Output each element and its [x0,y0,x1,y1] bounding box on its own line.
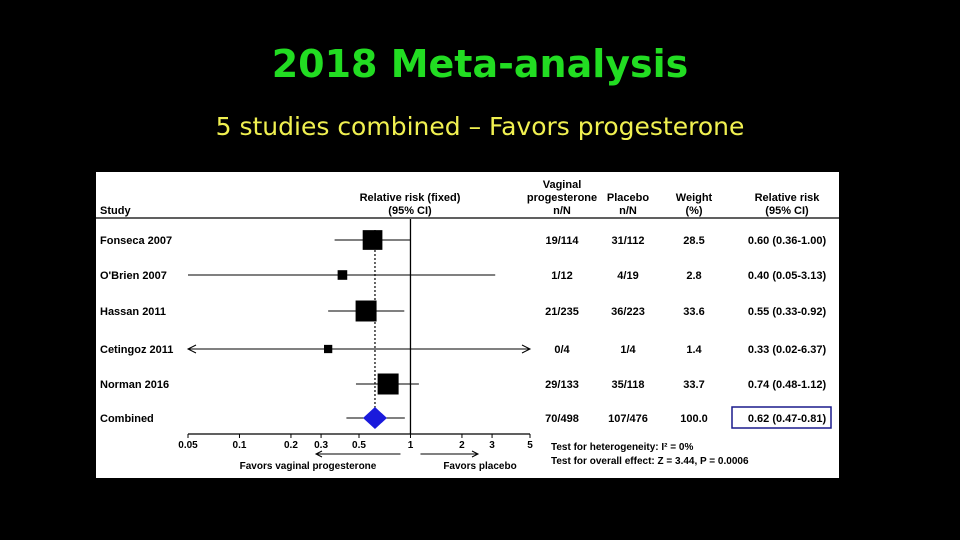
weight-value: 33.7 [683,379,704,391]
favors-vaginal-label: Favors vaginal progesterone [240,461,377,472]
combined-vaginal-count: 70/498 [545,413,579,425]
header-rr-plot: Relative risk (fixed) [360,192,461,204]
header-placebo-nn: n/N [619,205,637,217]
x-tick-label: 0.3 [314,440,328,451]
study-marker [377,373,399,395]
relative-risk-value: 0.40 (0.05-3.13) [748,270,827,282]
header-study: Study [100,205,131,217]
study-name: Cetingoz 2011 [100,344,173,356]
ci-arrow-left [186,344,197,354]
placebo-count: 36/223 [611,306,645,318]
x-tick-label: 5 [527,440,533,451]
relative-risk-value: 0.55 (0.33-0.92) [748,306,827,318]
x-tick-label: 2 [459,440,465,451]
relative-risk-value: 0.74 (0.48-1.12) [748,379,827,391]
study-marker [362,230,383,250]
study-name: Hassan 2011 [100,306,166,318]
header-vaginal: Vaginal [543,179,582,191]
vaginal-count: 1/12 [551,270,572,282]
vaginal-count: 21/235 [545,306,579,318]
study-marker [324,344,333,354]
combined-label: Combined [100,413,154,425]
study-marker [355,300,377,322]
favors-left-arrowhead [314,450,323,458]
header-vaginal-2: progesterone [527,192,597,204]
vaginal-count: 19/114 [545,235,579,247]
placebo-count: 31/112 [611,235,644,247]
study-name: Fonseca 2007 [100,235,172,247]
placebo-count: 1/4 [620,344,636,356]
x-tick-label: 1 [408,440,414,451]
weight-value: 2.8 [686,270,701,282]
combined-relative-risk: 0.62 (0.47-0.81) [748,413,827,425]
overall-effect-test: Test for overall effect: Z = 3.44, P = 0… [551,456,749,467]
header-rr-plot-ci: (95% CI) [388,205,432,217]
vaginal-count: 29/133 [545,379,579,391]
weight-value: 28.5 [683,235,704,247]
header-weight-pct: (%) [685,205,702,217]
weight-value: 33.6 [683,306,704,318]
study-name: O'Brien 2007 [100,270,167,282]
header-placebo: Placebo [607,192,649,204]
ci-arrow-right [521,344,532,354]
heterogeneity-test: Test for heterogeneity: I² = 0% [551,442,693,453]
x-tick-label: 0.5 [352,440,366,451]
combined-diamond [362,407,387,429]
favors-placebo-label: Favors placebo [443,461,516,472]
header-vaginal-nn: n/N [553,205,571,217]
header-weight: Weight [676,192,713,204]
header-rr: Relative risk [755,192,821,204]
slide-subtitle: 5 studies combined – Favors progesterone [215,112,745,141]
x-tick-label: 0.2 [284,440,298,451]
vaginal-count: 0/4 [554,344,570,356]
combined-placebo-count: 107/476 [608,413,648,425]
placebo-count: 35/118 [611,379,644,391]
slide-title: 2018 Meta-analysis [271,42,689,86]
combined-highlight-box [731,406,832,429]
study-marker [337,270,348,280]
favors-right-arrowhead [471,450,480,458]
relative-risk-value: 0.33 (0.02-6.37) [748,344,827,356]
combined-weight: 100.0 [680,413,708,425]
weight-value: 1.4 [686,344,702,356]
placebo-count: 4/19 [617,270,638,282]
relative-risk-value: 0.60 (0.36-1.00) [748,235,827,247]
study-name: Norman 2016 [100,379,169,391]
x-tick-label: 0.1 [233,440,247,451]
x-tick-label: 3 [489,440,495,451]
forest-plot-panel: Study Relative risk (fixed) (95% CI) Vagina… [96,172,839,478]
x-tick-label: 0.05 [178,440,198,451]
header-rr-ci: (95% CI) [765,205,809,217]
